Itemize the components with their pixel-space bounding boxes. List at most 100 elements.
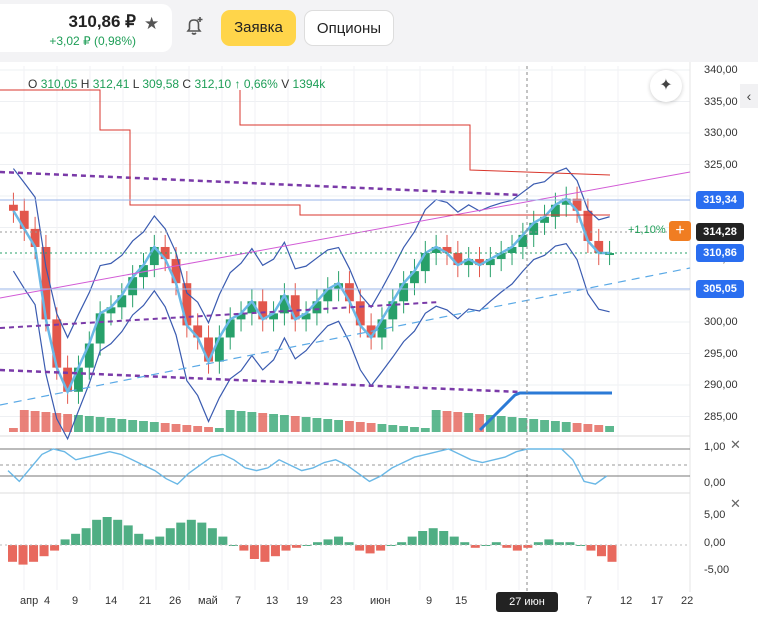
cursor-percent: +1,10% [628,224,666,236]
stop-line [0,89,610,216]
histogram-bar [144,539,154,545]
histogram-bar [207,528,217,545]
candle-body [475,259,484,266]
osc2-tick: 5,00 [704,509,726,521]
volume-bar [301,417,311,432]
candle-body [247,301,257,314]
volume-bar [345,421,354,432]
histogram-bar [8,545,18,562]
volume-bar [182,425,192,432]
volume-bar [225,410,235,432]
histogram-bar [565,542,575,545]
histogram-bar [512,545,522,551]
upper-band-line [12,167,610,339]
candle-body [345,283,354,302]
order-button[interactable]: Заявка [221,10,296,46]
bell-plus-icon[interactable] [182,14,206,38]
ohlc-legend: O 310,05 H 312,41 L 309,58 C 312,10 ↑ 0,… [28,77,326,91]
candle-body [74,367,83,392]
histogram-bar [523,545,533,548]
price-tick: 300,00 [704,316,738,328]
histogram-bar [439,531,449,545]
volume-bar [279,415,289,432]
volume-bar [388,425,398,432]
time-tick: 14 [105,595,118,607]
volume-bar [410,427,419,432]
volume-bar [355,422,365,432]
candle-body [496,253,506,260]
volume-bar [63,414,73,432]
candle-body [485,259,495,266]
volume-bar [160,423,170,432]
histogram-bar [491,542,501,545]
volume-bar [572,423,582,432]
histogram-bar [134,533,144,545]
histogram-bar [102,517,112,545]
candle-body [19,210,29,229]
ai-assistant-icon[interactable]: ✦ [650,70,682,102]
volume-bar [290,416,300,432]
candle-body [312,301,322,314]
candle-body [442,246,452,254]
tag-upper-band: 319,34 [696,191,744,209]
time-tick: 12 [620,595,633,607]
histogram-bar [81,528,91,545]
options-button[interactable]: Опционы [304,10,394,46]
histogram-bar [607,545,617,562]
time-tick: 7 [586,595,593,607]
candle-body [225,319,235,338]
histogram-bar [71,533,81,545]
volume-bar [41,412,51,432]
candle-body [171,259,181,284]
volume-bar [269,414,278,432]
price-tick: 340,00 [704,64,738,76]
candle-body [507,246,517,254]
volume-bar [149,422,159,432]
add-order-button[interactable]: + [669,221,691,241]
close-icon[interactable]: ✕ [730,496,741,511]
histogram-bar [365,545,375,554]
histogram-bar [218,536,228,545]
candle-body [572,198,582,211]
volume-bar [420,428,430,432]
candle-body [355,301,365,326]
histogram-bar [544,539,554,545]
star-icon[interactable]: ★ [144,14,160,33]
time-tick: 17 [651,595,664,607]
histogram-bar [165,528,175,545]
histogram-bar [39,545,49,557]
volume-bar [366,423,376,432]
candle-body [182,283,192,326]
histogram-bar [186,519,196,545]
chevron-left-icon[interactable]: ‹ [740,84,758,108]
moving-average-line [12,197,610,395]
histogram-bar [334,536,344,545]
volume-bar [518,418,528,432]
histogram-bar [376,545,386,551]
price-chart[interactable] [0,62,758,614]
price-tick: 325,00 [704,158,738,171]
histogram-bar [291,545,301,548]
volume-bar [106,418,116,432]
time-tick: май [198,595,218,607]
histogram-bar [428,528,438,545]
pivot-line [0,301,441,329]
histogram-bar [176,522,186,545]
price-tick: 330,00 [704,127,738,139]
candle-body [41,246,51,320]
candle-body [420,253,430,272]
histogram-bar [470,545,480,548]
time-tick: 4 [44,595,51,607]
candle-body [117,295,127,308]
candle-body [550,204,560,217]
stop-line [239,90,611,176]
close-icon[interactable]: ✕ [730,437,741,452]
candle-body [377,319,387,338]
candle-body [561,198,571,205]
volume-bar [236,411,246,432]
histogram-bar [270,545,280,557]
histogram-bar [355,545,365,551]
volume-bar [550,421,560,432]
volume-bar [117,419,127,432]
volume-bar [139,421,148,432]
